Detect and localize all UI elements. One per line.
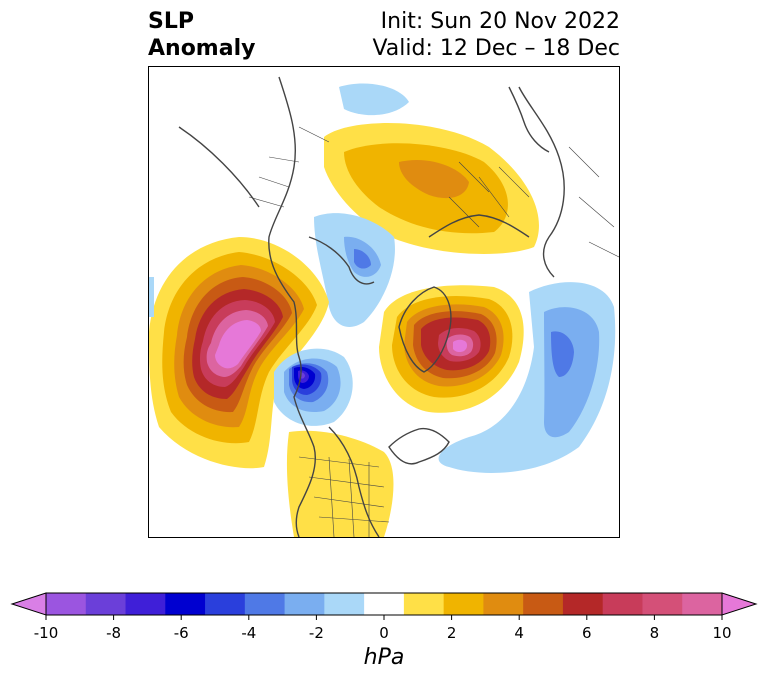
- arctic-negative-anomaly: [314, 83, 409, 327]
- colorbar-cell: [46, 593, 87, 615]
- map-title: SLP Anomaly: [148, 8, 255, 62]
- colorbar-cell: [403, 593, 445, 615]
- atlantic-negative-anomaly: [438, 282, 616, 473]
- colorbar-tick-label: 0: [379, 624, 389, 642]
- colorbar-tick-marks: [45, 615, 723, 620]
- colorbar-tick-label: -10: [33, 624, 59, 642]
- colorbar-tick-label: 8: [649, 624, 660, 642]
- pacific-northwest-negative-anomaly: [274, 348, 353, 426]
- colorbar-cell: [364, 593, 405, 615]
- colorbar-cell: [443, 593, 484, 615]
- colorbar-tick-label: -4: [241, 624, 257, 642]
- colorbar-tick-label: -8: [106, 624, 122, 642]
- us-positive-anomaly: [149, 277, 394, 537]
- colorbar-tick-label: -6: [173, 624, 189, 642]
- colorbar-extend-max: [721, 592, 758, 616]
- colorbar-cell: [125, 593, 166, 615]
- colorbar-cell: [602, 593, 643, 615]
- colorbar-cell: [483, 593, 524, 615]
- colorbar-cell: [523, 593, 564, 615]
- map-panel: [148, 66, 620, 538]
- title-line-1: SLP: [148, 9, 194, 34]
- colorbar-tick-label: 6: [582, 624, 592, 642]
- colorbar-extend-min: [10, 592, 47, 616]
- colorbar-cell: [562, 593, 604, 615]
- colorbar-cell: [205, 593, 246, 615]
- colorbar-tick-label: 10: [712, 624, 732, 642]
- colorbar-cell: [682, 593, 723, 615]
- colorbar-cell: [165, 593, 206, 615]
- siberia-positive-anomaly: [324, 123, 539, 254]
- colorbar-cell: [244, 593, 286, 615]
- colorbar-cell: [85, 593, 127, 615]
- title-line-2: Anomaly: [148, 36, 256, 61]
- north-pacific-positive-anomaly: [149, 237, 329, 469]
- colorbar-cells: [46, 593, 723, 615]
- colorbar-unit-label: hPa: [363, 645, 405, 670]
- colorbar-cell: [284, 593, 325, 615]
- coastlines: [178, 76, 565, 537]
- political-borders: [248, 126, 619, 537]
- colorbar-cell: [642, 593, 683, 615]
- init-date: Init: Sun 20 Nov 2022: [380, 9, 620, 34]
- colorbar-tick-label: 4: [514, 624, 524, 642]
- colorbar: [10, 592, 758, 620]
- greenland-positive-anomaly: [379, 285, 524, 413]
- colorbar-cell: [324, 593, 365, 615]
- colorbar-tick-label: -2: [308, 624, 324, 642]
- colorbar-tick-label: 2: [446, 624, 457, 642]
- date-info: Init: Sun 20 Nov 2022 Valid: 12 Dec – 18…: [372, 8, 620, 62]
- anomaly-map: [149, 76, 619, 537]
- valid-range: Valid: 12 Dec – 18 Dec: [372, 36, 620, 61]
